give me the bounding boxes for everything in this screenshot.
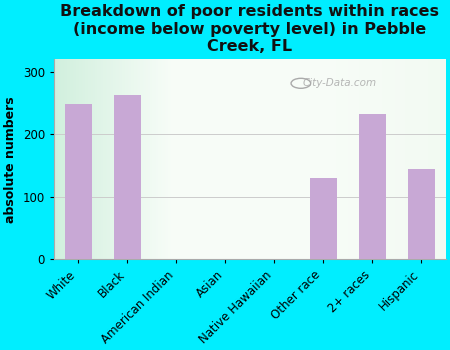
Bar [310,178,337,259]
Title: Breakdown of poor residents within races
(income below poverty level) in Pebble
: Breakdown of poor residents within races… [60,4,439,54]
Bar [408,169,435,259]
Y-axis label: absolute numbers: absolute numbers [4,96,17,223]
Text: City-Data.com: City-Data.com [303,78,377,88]
Bar [65,104,92,259]
Bar [359,114,386,259]
Bar [114,95,141,259]
